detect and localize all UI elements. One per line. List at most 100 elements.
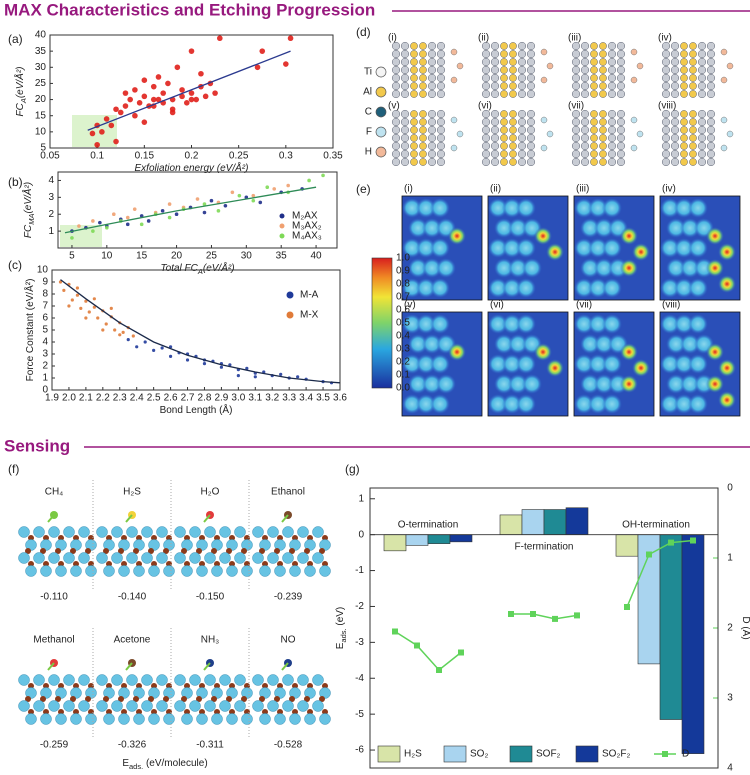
illustration-part <box>63 700 75 712</box>
data-point <box>216 209 221 213</box>
illustration-part <box>55 548 61 554</box>
illustration-part <box>436 149 446 159</box>
legend-swatch <box>662 751 668 757</box>
illustration-part <box>636 62 644 70</box>
illustration-part <box>226 713 238 725</box>
y-tick-label: 3 <box>42 349 48 360</box>
illustration-part <box>33 700 45 712</box>
illustration-part <box>526 73 536 83</box>
line-marker <box>530 611 536 617</box>
illustration-part <box>580 49 590 59</box>
illustration-part <box>697 149 707 159</box>
illustration-part <box>400 57 410 67</box>
legend-swatch <box>279 223 285 229</box>
molecule-name: NH₃ <box>201 635 220 646</box>
illustration-part <box>430 278 450 298</box>
illustration-part <box>616 109 626 119</box>
illustration-part <box>196 539 208 551</box>
illustration-part <box>416 354 436 374</box>
caption-part: ads. <box>129 762 143 771</box>
illustration-part <box>436 89 446 99</box>
colorbar-label: 0.1 <box>396 370 410 381</box>
illustration-part <box>607 125 617 135</box>
illustration-part <box>289 696 295 702</box>
y-tick-label: 0 <box>42 385 48 396</box>
data-point <box>101 328 105 332</box>
y-axis-label-part: (eV/Å²) <box>13 66 26 98</box>
illustration-part <box>319 565 331 577</box>
illustration-part <box>55 696 61 702</box>
illustration-part <box>588 278 608 298</box>
illustration-part <box>297 700 309 712</box>
data-point <box>202 93 209 100</box>
illustration-part <box>391 141 401 151</box>
illustration-part <box>632 243 650 261</box>
illustration-part <box>410 142 418 150</box>
data-point <box>105 225 109 230</box>
illustration-part <box>436 41 446 51</box>
data-point <box>89 130 96 137</box>
legend-label: D <box>682 749 689 760</box>
illustration-part <box>602 278 622 298</box>
illustration-part <box>419 82 427 90</box>
illustration-part <box>509 74 517 82</box>
data-point <box>84 299 88 303</box>
illustration-part <box>25 539 37 551</box>
illustration-part <box>680 142 688 150</box>
illustration-part <box>33 526 45 538</box>
illustration-part <box>481 41 491 51</box>
illustration-part <box>540 116 548 124</box>
illustration-part <box>670 65 680 75</box>
illustration-part <box>517 109 527 119</box>
illustration-part <box>408 218 428 238</box>
illustration-part <box>456 62 464 70</box>
illustration-part <box>211 696 217 702</box>
illustration-part <box>660 354 680 374</box>
illustration-part <box>219 552 231 564</box>
illustration-part <box>616 41 626 51</box>
illustration-part <box>607 133 617 143</box>
y-tick-label: 4 <box>42 337 48 348</box>
illustration-part <box>85 687 97 699</box>
x-tick-label: 0.2 <box>185 151 199 162</box>
illustration-part <box>70 713 82 725</box>
data-point <box>251 193 256 198</box>
illustration-part <box>706 259 724 277</box>
illustration-part <box>211 713 223 725</box>
illustration-part <box>674 238 694 258</box>
illustration-part <box>126 526 138 538</box>
panel-label: (v) <box>388 101 400 112</box>
illustration-part <box>488 238 508 258</box>
panel-label: (f) <box>8 462 19 476</box>
illustration-part <box>289 565 301 577</box>
illustration-part <box>391 125 401 135</box>
data-point <box>91 219 95 223</box>
illustration-part <box>680 218 700 238</box>
illustration-part <box>408 258 428 278</box>
illustration-part <box>410 82 418 90</box>
data-point <box>223 203 228 208</box>
illustration-part <box>436 57 446 67</box>
data-point <box>113 138 119 145</box>
data-point <box>160 90 166 96</box>
legend-label: M-X <box>300 310 319 321</box>
data-point <box>92 305 96 309</box>
illustration-part <box>402 278 422 298</box>
illustration-part <box>571 81 581 91</box>
illustration-part <box>391 73 401 83</box>
fit-line <box>60 279 341 384</box>
illustration-part <box>594 334 614 354</box>
illustration-part <box>430 354 450 374</box>
fit-line <box>87 50 291 131</box>
illustration-part <box>252 674 264 686</box>
illustration-part <box>502 394 522 414</box>
illustration-part <box>85 539 97 551</box>
illustration-part <box>697 89 707 99</box>
illustration-part <box>203 662 211 671</box>
illustration-part <box>670 157 680 167</box>
x-axis-label-part: Exfoliation energy (eV/Å²) <box>135 161 249 174</box>
illustration-part <box>607 49 617 59</box>
data-point <box>183 100 190 106</box>
illustration-part <box>126 700 138 712</box>
x-tick-label: 2.8 <box>198 393 212 404</box>
